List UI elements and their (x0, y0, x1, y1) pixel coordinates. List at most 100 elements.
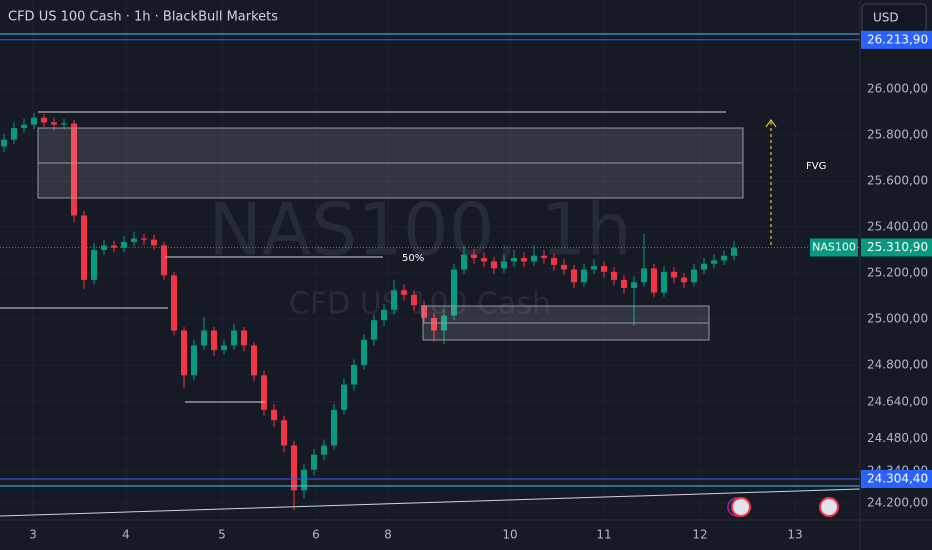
candle-body (121, 241, 127, 248)
candle-body (141, 238, 147, 240)
grid (0, 0, 860, 520)
candle-body (351, 364, 357, 385)
candle-body (201, 330, 207, 346)
candle-body (191, 345, 197, 376)
candle-body (541, 255, 547, 259)
candle-body (271, 409, 277, 421)
candle-body (731, 247, 737, 256)
candle-body (31, 117, 37, 125)
last-price-label: 25.310,90 (867, 240, 928, 254)
candle-body (111, 245, 117, 248)
price-label: 24.304,40 (867, 471, 928, 485)
last-price-name: NAS100 (812, 240, 856, 253)
candle-body (451, 269, 457, 316)
candle-body (461, 254, 467, 270)
candle-body (151, 239, 157, 246)
candle-body (471, 254, 477, 259)
x-tick-label: 11 (596, 528, 611, 542)
candle-body (711, 260, 717, 264)
candle-body (631, 282, 637, 288)
candle-body (391, 290, 397, 310)
chart-title: CFD US 100 Cash · 1h · BlackBull Markets (8, 10, 278, 25)
annotation: 50% (402, 253, 424, 264)
candle-body (641, 268, 647, 283)
y-tick-label: 25.000,00 (867, 311, 928, 325)
candle-body (401, 290, 407, 295)
candle-body (651, 268, 657, 293)
watermark-subtitle: CFD US 100 Cash (289, 287, 551, 322)
candle-body (251, 345, 257, 376)
candle-body (621, 279, 627, 288)
candle-body (591, 266, 597, 270)
currency[interactable]: USD (873, 11, 899, 25)
candle-body (211, 330, 217, 351)
candle-body (571, 269, 577, 283)
x-tick-label: 8 (384, 528, 392, 542)
candle-body (371, 320, 377, 340)
candle-body (51, 122, 57, 125)
candle-body (581, 269, 587, 283)
price-label-box (861, 469, 932, 488)
candle-body (511, 258, 517, 262)
y-tick-label: 26.000,00 (867, 82, 928, 96)
candle-body (11, 128, 17, 140)
candle-body (611, 271, 617, 280)
y-tick-label: 25.200,00 (867, 265, 928, 279)
y-tick-label: 24.200,00 (867, 495, 928, 509)
candle-body (691, 269, 697, 283)
candle-body (681, 277, 687, 283)
candle-body (561, 264, 567, 270)
candle-body (331, 409, 337, 446)
last-price-box (861, 238, 932, 257)
event-icon (819, 497, 839, 517)
price-label: 26.213,90 (867, 32, 928, 46)
candle-body (721, 255, 727, 261)
candle-body (501, 261, 507, 269)
candle-body (531, 255, 537, 262)
candle-body (91, 249, 97, 280)
candle-body (341, 384, 347, 410)
candle-body (1, 139, 7, 147)
candle-body (421, 305, 427, 318)
candle-body (551, 258, 557, 265)
x-tick-label: 5 (218, 528, 226, 542)
candle-body (411, 294, 417, 306)
candle-body (21, 124, 27, 129)
candle-body (101, 245, 107, 250)
candle-body (431, 317, 437, 331)
candle-body (521, 258, 527, 262)
candle-body (301, 469, 307, 491)
candle-body (481, 258, 487, 262)
candle-body (701, 263, 707, 270)
candle-body (491, 261, 497, 269)
x-tick-label: 3 (29, 528, 37, 542)
annotation: FVG (806, 161, 826, 172)
candle-body (291, 445, 297, 491)
candle-body (161, 245, 167, 276)
candle-body (171, 275, 177, 331)
axes: 26.000,00 25.800,00 25.600,00 25.400,00 25.2… (29, 30, 932, 542)
price-label-box (861, 30, 932, 49)
candle-body (311, 454, 317, 470)
watermark: NAS100, 1h (208, 188, 631, 272)
arrow-head (765, 119, 777, 128)
y-tick-label: 24.800,00 (867, 357, 928, 371)
drawings (0, 33, 861, 517)
candle-body (661, 271, 667, 293)
candle-body (261, 375, 267, 410)
last-price-name-box (810, 238, 858, 257)
event-icons (727, 497, 839, 517)
candle-body (601, 266, 607, 272)
trend-line (0, 488, 861, 517)
y-tick-label: 24.640,00 (867, 394, 928, 408)
candle-body (61, 123, 67, 125)
candle-body (361, 339, 367, 365)
candle-body (671, 271, 677, 278)
x-tick-label: 6 (312, 528, 320, 542)
candle-body (231, 330, 237, 346)
candle-body (221, 345, 227, 351)
y-tick-label: 25.800,00 (867, 128, 928, 142)
y-tick-label: 25.600,00 (867, 173, 928, 187)
